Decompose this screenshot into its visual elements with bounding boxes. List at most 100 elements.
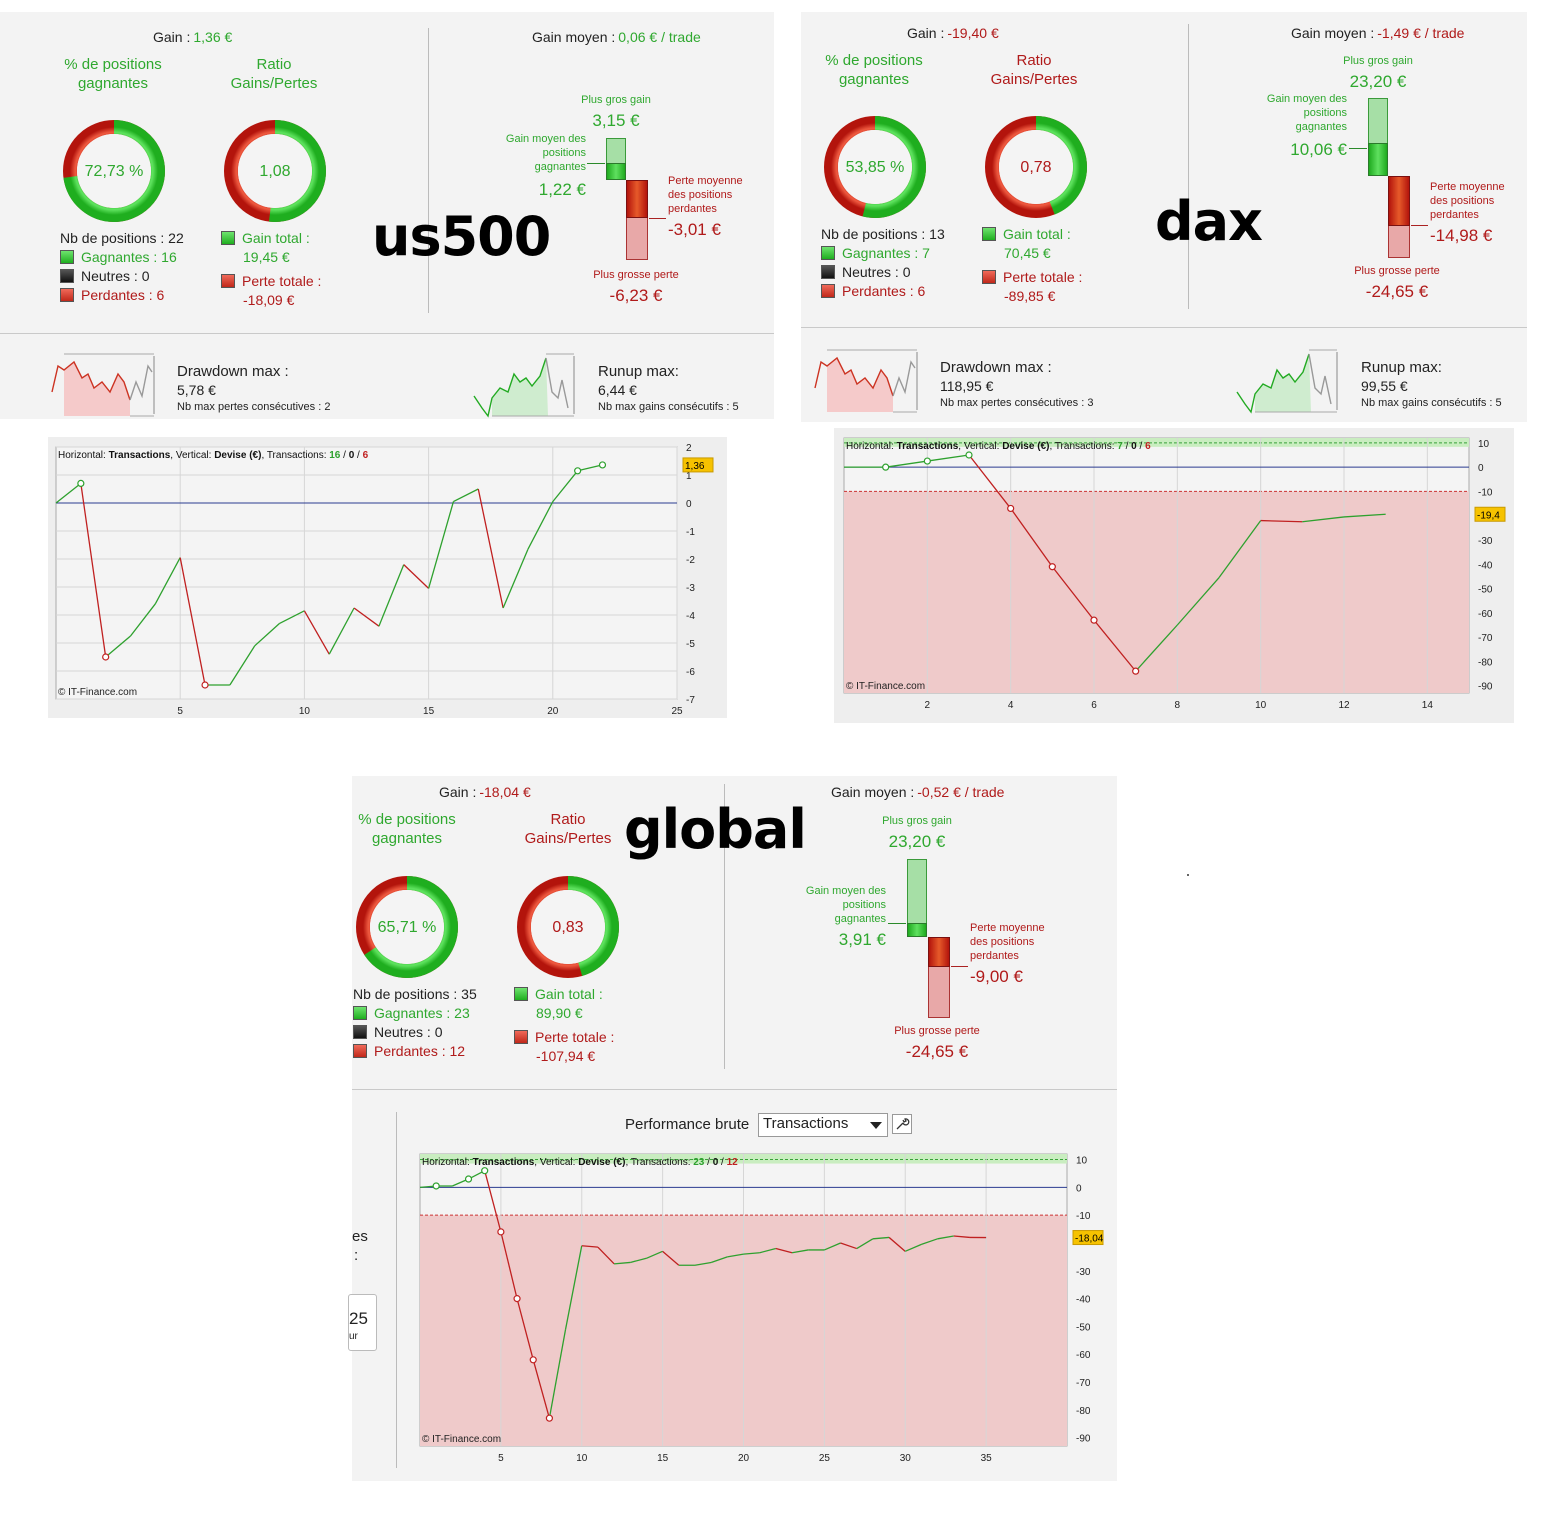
y-tick-label: 1 bbox=[686, 471, 692, 482]
drawdown-thumbnail bbox=[51, 353, 155, 417]
positions-count: Nb de positions : 13 bbox=[821, 226, 945, 242]
gain-label: Gain : bbox=[907, 25, 945, 41]
y-tick-label: -10 bbox=[1076, 1211, 1091, 1222]
y-tick-label: -80 bbox=[1076, 1406, 1091, 1417]
equity-segment bbox=[1260, 519, 1303, 523]
divider bbox=[396, 1112, 397, 1468]
drawdown-label: Drawdown max : bbox=[177, 363, 289, 380]
equity-segment bbox=[353, 607, 380, 627]
partial-box-sub: ur bbox=[349, 1331, 358, 1342]
red-swatch bbox=[221, 274, 235, 288]
win-rate-title: % de positions gagnantes bbox=[358, 811, 456, 847]
equity-segment bbox=[1302, 516, 1345, 523]
current-value-box bbox=[1474, 506, 1506, 522]
winners-label: Gagnantes : 16 bbox=[81, 249, 177, 265]
chart-header-part: 23 bbox=[693, 1157, 705, 1168]
equity-point bbox=[882, 463, 890, 471]
stats-panel-dax: Gain : -19,40 € Gain moyen : -1,49 € / tra… bbox=[801, 12, 1527, 422]
equity-point bbox=[965, 451, 973, 459]
best-gain-value: 23,20 € bbox=[1349, 72, 1407, 91]
stats-panel-global: Gain : -18,04 € Gain moyen : -0,52 € / tra… bbox=[348, 776, 1117, 1481]
equity-point bbox=[497, 1228, 505, 1236]
win-rate-donut bbox=[824, 116, 926, 218]
runup-label: Runup max: bbox=[598, 363, 679, 380]
chart-header-part: 6 bbox=[363, 450, 369, 461]
x-tick-label: 4 bbox=[1008, 700, 1014, 711]
chart-header: Horizontal: Transactions, Vertical: Devi… bbox=[58, 450, 369, 461]
x-tick-label: 15 bbox=[423, 706, 435, 717]
ratio-donut bbox=[224, 120, 326, 222]
equity-segment bbox=[378, 564, 405, 627]
avg-gain-label: Gain moyen : bbox=[831, 784, 915, 800]
best-gain-label: Plus gros gain bbox=[1343, 55, 1413, 67]
chart-header-part: Devise (€) bbox=[214, 450, 261, 461]
win-arc bbox=[985, 116, 1087, 218]
avg-gain-value: -1,49 € / trade bbox=[1377, 25, 1465, 41]
wrench-icon[interactable] bbox=[892, 1114, 912, 1134]
avg-loss-bar bbox=[626, 180, 648, 218]
partial-box[interactable]: 25 ur bbox=[348, 1294, 377, 1351]
equity-point bbox=[574, 467, 582, 475]
win-arc bbox=[63, 120, 165, 222]
current-value-label: -18,04 bbox=[1075, 1234, 1104, 1245]
equity-segment bbox=[105, 635, 131, 658]
drawdown-thumbnail bbox=[814, 349, 918, 413]
avg-win-label: Gain moyen des positions gagnantes bbox=[1266, 93, 1347, 133]
y-tick-label: -5 bbox=[686, 639, 695, 650]
red-swatch bbox=[821, 284, 835, 298]
performance-select[interactable]: Transactions bbox=[758, 1113, 888, 1137]
equity-point bbox=[464, 1175, 473, 1183]
chart-header-part: 12 bbox=[727, 1157, 739, 1168]
x-tick-label: 20 bbox=[738, 1453, 750, 1464]
avg-gain-label: Gain moyen : bbox=[1291, 25, 1375, 41]
donut-hole bbox=[370, 890, 444, 964]
equity-segment bbox=[303, 610, 330, 655]
equity-chart-dax: 2 4 6 8 10 12 14 10 0 -10 -30 -40 -50 -60 -70 -80 -90 -19… bbox=[834, 428, 1514, 723]
x-tick-label: 35 bbox=[981, 1453, 993, 1464]
drawdown-sub: Nb max pertes consécutives : 3 bbox=[940, 397, 1094, 409]
performance-label: Performance brute bbox=[625, 1116, 750, 1133]
chart-header-part: , Transactions: bbox=[261, 450, 329, 461]
x-tick-label: 8 bbox=[1175, 700, 1181, 711]
equity-point bbox=[598, 461, 607, 469]
gain-total-label: Gain total : bbox=[535, 986, 603, 1002]
equity-segment bbox=[1093, 619, 1137, 672]
neutral-row: Neutres : 0 bbox=[353, 1024, 442, 1040]
equity-segment bbox=[532, 1359, 551, 1419]
equity-segment bbox=[328, 607, 355, 655]
best-gain-label: Plus gros gain bbox=[882, 815, 952, 827]
y-tick-label: -2 bbox=[686, 555, 695, 566]
worst-loss-label: Plus grosse perte bbox=[593, 269, 679, 281]
current-value-badge: 1,36 bbox=[682, 457, 714, 473]
avg-win-label: Gain moyen des positions gagnantes bbox=[805, 885, 886, 925]
equity-point bbox=[513, 1295, 521, 1303]
current-value-box bbox=[1072, 1230, 1104, 1246]
chevron-down-icon[interactable] bbox=[870, 1122, 882, 1129]
equity-segment bbox=[927, 454, 970, 462]
y-tick-label: 10 bbox=[1076, 1156, 1088, 1167]
losers-row: Perdantes : 6 bbox=[60, 287, 164, 303]
win-rate-donut bbox=[63, 120, 165, 222]
equity-segment bbox=[453, 488, 479, 503]
equity-segment bbox=[577, 464, 603, 472]
drawdown-value: 5,78 € bbox=[177, 382, 216, 398]
ratio-title: Ratio Gains/Pertes bbox=[524, 811, 612, 847]
winners-label: Gagnantes : 23 bbox=[374, 1005, 470, 1021]
plot-area bbox=[55, 446, 678, 700]
equity-segment bbox=[516, 1298, 534, 1360]
equity-segment bbox=[548, 1329, 567, 1419]
y-tick-label: -90 bbox=[1076, 1434, 1091, 1445]
win-arc bbox=[356, 876, 458, 978]
chart-header-part: 6 bbox=[1145, 441, 1151, 452]
worst-loss-value: -6,23 € bbox=[609, 286, 663, 305]
y-tick-label: -40 bbox=[1076, 1295, 1091, 1306]
equity-segment bbox=[279, 610, 305, 624]
y-tick-label: -1 bbox=[686, 527, 695, 538]
y-tick-label: -60 bbox=[1076, 1350, 1091, 1361]
gain-total-value: 89,90 € bbox=[536, 1005, 583, 1021]
neutral-label: Neutres : 0 bbox=[81, 268, 150, 284]
winners-label: Gagnantes : 7 bbox=[842, 245, 930, 261]
equity-segment bbox=[727, 1253, 744, 1258]
neutral-label: Neutres : 0 bbox=[842, 264, 911, 280]
avg-gain-summary: Gain moyen :0,06 € / trade bbox=[532, 29, 701, 45]
